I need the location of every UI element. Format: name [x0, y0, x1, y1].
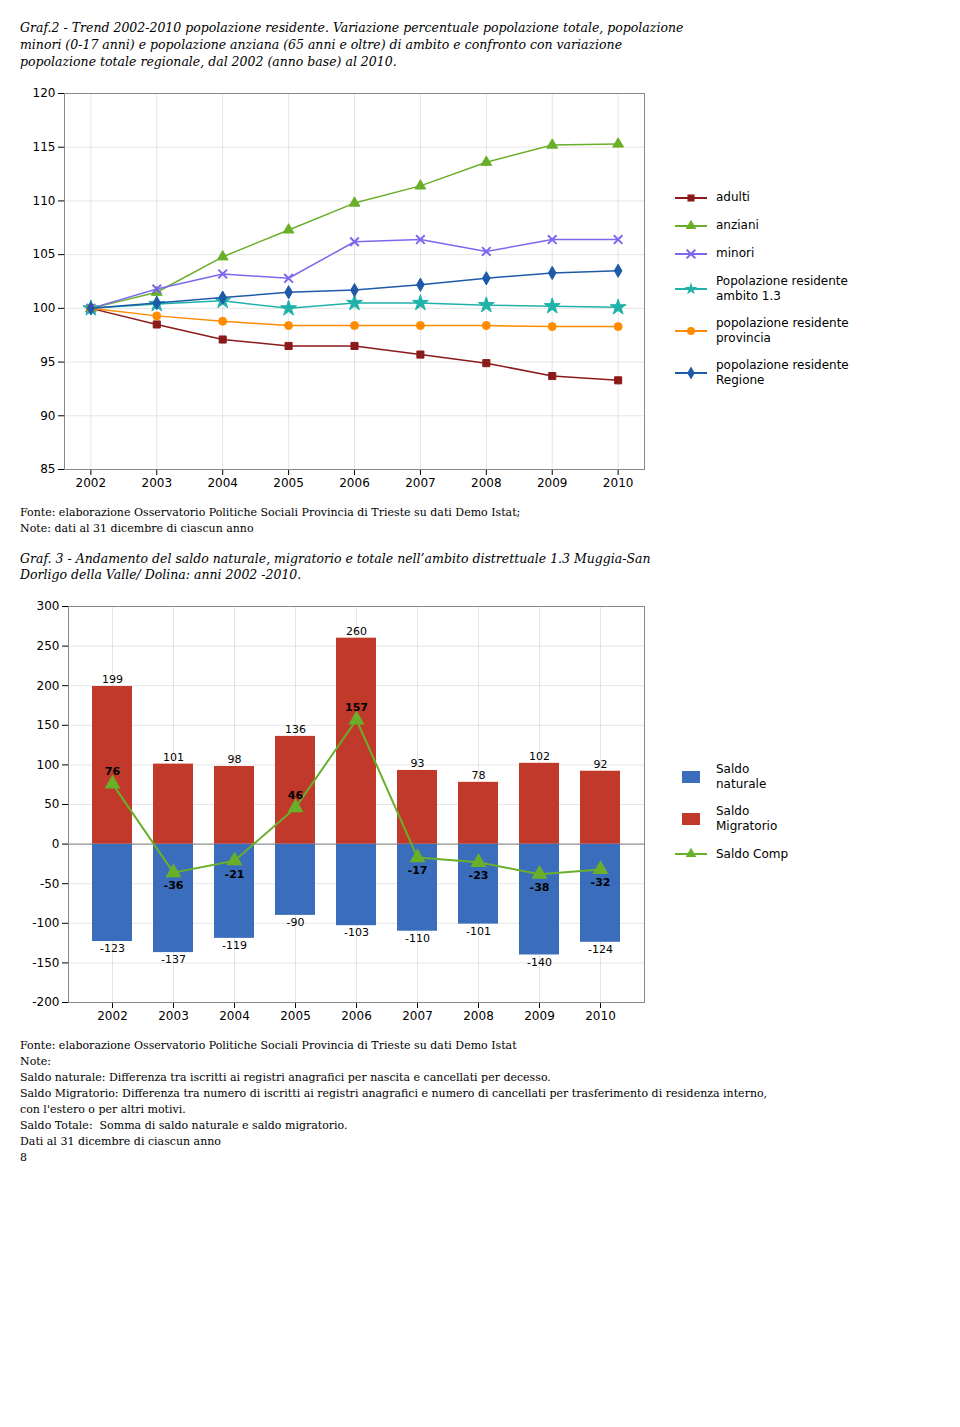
html-text:adulti: adulti: [716, 190, 750, 205]
svg-text:-100: -100: [32, 916, 59, 930]
svg-text:2003: 2003: [158, 1009, 189, 1023]
html-text:Fonte: elaborazione Osservator: Fonte: elaborazione Osservatorio Politic…: [20, 1039, 517, 1053]
svg-text:-50: -50: [40, 877, 60, 891]
svg-text:2007: 2007: [405, 476, 436, 490]
svg-text:-123: -123: [100, 943, 125, 956]
svg-text:2004: 2004: [219, 1009, 250, 1023]
svg-text:150: 150: [37, 718, 60, 732]
svg-text:250: 250: [37, 639, 60, 653]
svg-text:95: 95: [40, 355, 55, 369]
html-text:Fonte: elaborazione Osservator: Fonte: elaborazione Osservatorio Politic…: [20, 505, 521, 519]
html-text:popolazione residente Regione: popolazione residente Regione: [716, 357, 849, 387]
svg-text:110: 110: [33, 193, 56, 207]
svg-text:157: 157: [345, 701, 368, 714]
svg-text:2008: 2008: [463, 1009, 494, 1023]
svg-text:2006: 2006: [339, 476, 370, 490]
svg-text:115: 115: [33, 140, 56, 154]
svg-text:2008: 2008: [471, 476, 502, 490]
svg-text:-38: -38: [530, 881, 550, 894]
html-text:anziani: anziani: [716, 218, 759, 233]
svg-text:-17: -17: [408, 865, 428, 878]
svg-text:0: 0: [52, 837, 60, 851]
svg-text:260: 260: [346, 625, 367, 638]
html-text:Saldo Comp: Saldo Comp: [716, 846, 789, 861]
svg-text:-140: -140: [527, 956, 552, 969]
svg-text:102: 102: [529, 751, 550, 764]
svg-text:2005: 2005: [280, 1009, 311, 1023]
html-text:Saldo Totale: Somma di saldo n: Saldo Totale: Somma di saldo naturale e …: [20, 1118, 348, 1132]
html-text:Note:: Note:: [20, 1055, 51, 1069]
html-text:8: 8: [20, 1150, 27, 1164]
svg-text:-110: -110: [405, 932, 430, 945]
svg-text:90: 90: [40, 408, 55, 422]
html-text:Saldo naturale: Saldo naturale: [716, 762, 767, 792]
svg-text:136: 136: [285, 724, 306, 737]
svg-text:200: 200: [37, 679, 60, 693]
svg-text:-150: -150: [32, 956, 59, 970]
svg-text:85: 85: [40, 462, 55, 476]
svg-text:2003: 2003: [141, 476, 172, 490]
svg-text:199: 199: [102, 674, 123, 687]
svg-text:105: 105: [33, 247, 56, 261]
html-text:Saldo Migratorio: Saldo Migratorio: [716, 804, 778, 834]
svg-text:92: 92: [594, 758, 608, 771]
svg-text:-119: -119: [222, 939, 247, 952]
html-text:Graf.2 - Trend 2002-2010 popol: Graf.2 - Trend 2002-2010 popolazione res…: [20, 20, 684, 69]
svg-text:93: 93: [411, 758, 425, 771]
svg-text:50: 50: [44, 798, 59, 812]
svg-text:98: 98: [228, 754, 242, 767]
html-text:Note: dati al 31 dicembre di c: Note: dati al 31 dicembre di ciascun ann…: [20, 521, 254, 535]
html-text:Dati al 31 dicembre di ciascun: Dati al 31 dicembre di ciascun anno: [20, 1134, 221, 1148]
svg-text:100: 100: [33, 301, 56, 315]
html-text:con l'estero o per altri motiv: con l'estero o per altri motivi.: [20, 1103, 186, 1116]
svg-text:2006: 2006: [341, 1009, 372, 1023]
svg-text:2007: 2007: [402, 1009, 433, 1023]
svg-text:-21: -21: [225, 868, 245, 881]
svg-text:-137: -137: [161, 954, 186, 967]
svg-text:2009: 2009: [524, 1009, 555, 1023]
html-text:minori: minori: [716, 246, 755, 261]
svg-text:100: 100: [37, 758, 60, 772]
svg-text:2010: 2010: [585, 1009, 616, 1023]
svg-text:2005: 2005: [273, 476, 304, 490]
svg-text:2009: 2009: [537, 476, 568, 490]
html-text:popolazione residente provinci: popolazione residente provincia: [716, 315, 849, 345]
html-text:Graf. 3 - Andamento del saldo: Graf. 3 - Andamento del saldo naturale, …: [20, 550, 651, 583]
html-text:Saldo naturale: Differenza tra: Saldo naturale: Differenza tra iscritti …: [20, 1071, 551, 1085]
svg-text:-101: -101: [466, 925, 491, 938]
svg-text:-124: -124: [588, 943, 613, 956]
html-text:Saldo Migratorio: Differenza t: Saldo Migratorio: Differenza tra numero …: [20, 1087, 768, 1101]
svg-text:2004: 2004: [207, 476, 238, 490]
svg-text:78: 78: [472, 770, 486, 783]
svg-text:-23: -23: [469, 869, 489, 882]
svg-text:300: 300: [37, 600, 60, 614]
html-text:Popolazione residente ambito 1: Popolazione residente ambito 1.3: [716, 273, 848, 303]
svg-text:-32: -32: [591, 877, 611, 890]
svg-text:-36: -36: [164, 880, 184, 893]
svg-text:2002: 2002: [76, 476, 107, 490]
svg-text:-90: -90: [287, 916, 305, 929]
svg-text:-103: -103: [344, 927, 369, 940]
svg-text:46: 46: [288, 789, 304, 802]
svg-text:101: 101: [163, 751, 184, 764]
svg-text:2002: 2002: [97, 1009, 128, 1023]
svg-text:76: 76: [105, 765, 121, 778]
svg-text:-200: -200: [32, 996, 59, 1010]
svg-text:120: 120: [33, 86, 56, 100]
svg-text:2010: 2010: [603, 476, 634, 490]
